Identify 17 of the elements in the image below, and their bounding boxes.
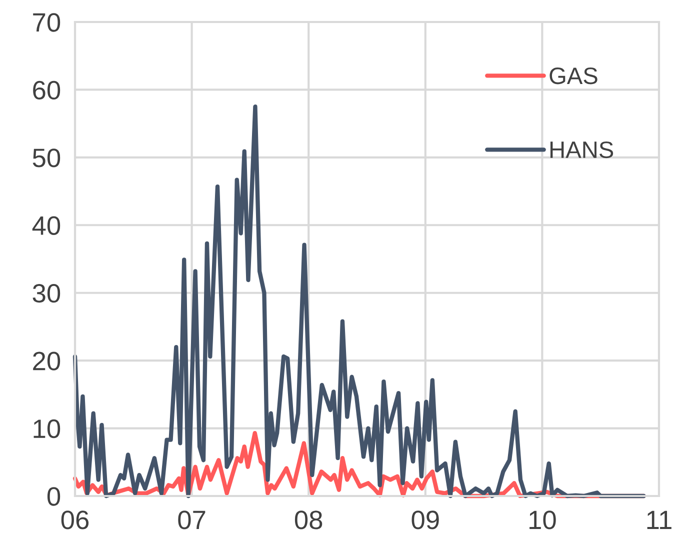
y-tick-label: 60 <box>33 80 60 100</box>
legend-label: HANS <box>550 141 614 158</box>
y-tick-label: 50 <box>32 148 60 168</box>
x-tick-label: 09 <box>412 510 439 530</box>
x-tick-label: 07 <box>178 510 206 530</box>
y-tick-label: 70 <box>33 13 60 32</box>
y-tick-label: 30 <box>32 284 60 303</box>
x-tick-label: 06 <box>61 510 89 530</box>
x-tick-label: 10 <box>530 510 556 530</box>
y-tick-label: 0 <box>47 487 60 506</box>
y-tick-label: 20 <box>33 352 60 370</box>
y-tick-label: 40 <box>32 216 60 235</box>
line-series <box>72 104 646 498</box>
x-tick-label: 08 <box>294 510 322 530</box>
x-tick-label: 11 <box>647 510 672 530</box>
y-tick-label: 10 <box>34 419 60 438</box>
legend-label: GAS <box>550 67 598 84</box>
